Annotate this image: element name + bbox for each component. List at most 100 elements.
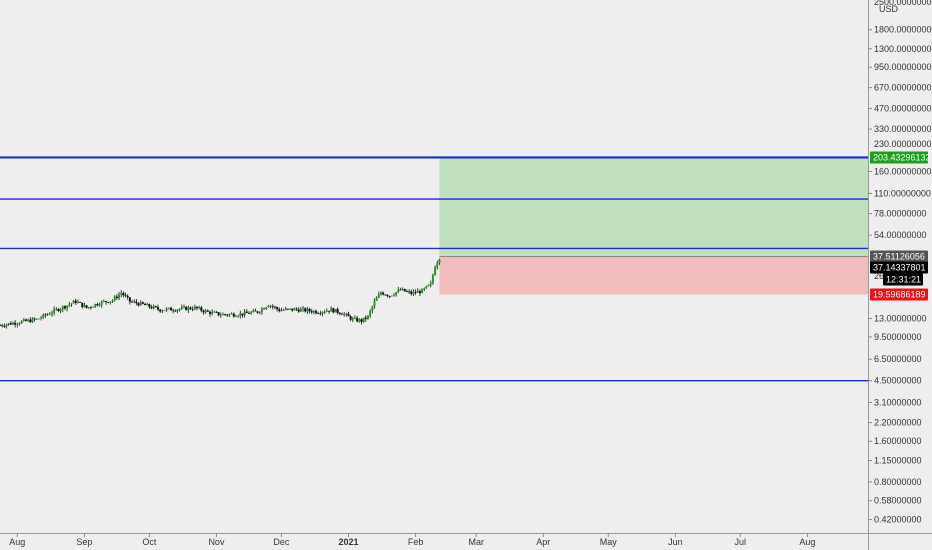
candle — [221, 312, 224, 316]
candle — [195, 306, 198, 311]
candle — [332, 307, 335, 314]
candle — [46, 313, 49, 316]
candle — [260, 307, 263, 315]
candlestick-series[interactable] — [0, 258, 441, 329]
profit-zone[interactable] — [439, 157, 868, 257]
candle — [40, 315, 43, 321]
price-tick-label: 3.10000000 — [874, 397, 922, 407]
candle — [276, 306, 279, 312]
candle — [356, 315, 359, 323]
candle — [163, 310, 166, 312]
candle — [315, 309, 318, 315]
bar-countdown-badge: 12:31:21 — [883, 273, 923, 286]
time-tick-label: 2021 — [338, 537, 358, 547]
candle — [228, 313, 231, 318]
candle — [213, 310, 216, 313]
candle — [165, 307, 168, 312]
candle — [85, 305, 88, 309]
candle — [291, 308, 294, 312]
candle — [317, 311, 320, 315]
candle — [11, 321, 14, 326]
candle — [421, 288, 424, 294]
candle — [170, 306, 173, 311]
candle — [133, 299, 136, 304]
candle — [31, 317, 34, 323]
candle — [50, 310, 53, 317]
candle — [57, 308, 60, 313]
candle — [271, 304, 274, 310]
candle — [118, 291, 121, 301]
candle — [438, 258, 441, 265]
candle — [42, 313, 45, 319]
candle — [161, 309, 164, 314]
candle — [256, 310, 259, 314]
candle — [388, 295, 391, 299]
candle — [20, 320, 23, 324]
last-price-badge: 37.14337801 — [870, 261, 928, 274]
candle — [146, 302, 149, 306]
candle — [416, 288, 419, 293]
candle — [141, 301, 144, 305]
candle — [9, 321, 12, 326]
candle — [33, 317, 36, 322]
candle — [16, 322, 19, 328]
candle — [278, 307, 281, 313]
candle — [63, 305, 66, 311]
candle — [254, 308, 257, 312]
candle — [96, 302, 99, 307]
candle — [362, 317, 365, 323]
candle — [68, 302, 71, 308]
candle — [386, 294, 389, 298]
candle — [397, 286, 400, 294]
price-tick-label-partial: 230.00000000 — [874, 139, 932, 149]
candle — [306, 306, 309, 315]
candle — [98, 302, 101, 307]
candle — [371, 305, 374, 314]
candle — [1, 323, 4, 328]
candle — [390, 295, 393, 297]
bar-countdown-badge-text: 12:31:21 — [886, 275, 921, 285]
candle — [395, 291, 398, 297]
candle — [206, 309, 209, 312]
price-tick-label: 1.15000000 — [874, 456, 922, 466]
candle — [18, 322, 21, 326]
candle — [180, 304, 183, 311]
candle — [336, 307, 339, 315]
candle — [410, 289, 413, 296]
candle — [250, 311, 253, 315]
candle — [111, 299, 114, 303]
candle — [401, 287, 404, 291]
currency-label: USD — [879, 4, 899, 14]
candle — [59, 308, 62, 314]
candle — [7, 322, 10, 326]
time-axis[interactable]: Aug Sep Oct Nov Dec 2021 Feb Mar Apr May Jun Jul Aug — [9, 533, 815, 547]
candle — [241, 313, 244, 318]
position-tool[interactable] — [439, 157, 868, 295]
time-tick-label: May — [600, 537, 618, 547]
candle — [284, 306, 287, 311]
price-tick-label: 0.80000000 — [874, 477, 922, 487]
candle — [135, 298, 138, 306]
candle — [418, 289, 421, 297]
candle — [239, 310, 242, 319]
candle — [178, 308, 181, 312]
candle — [189, 306, 192, 311]
stop-price-badge: 19.59686189 — [870, 288, 928, 301]
price-axis[interactable]: 1800.00000000 1300.00000000 950.00000000 67… — [868, 0, 932, 525]
candle — [92, 306, 95, 308]
time-tick-label: Mar — [468, 537, 484, 547]
loss-zone[interactable] — [439, 256, 868, 295]
candle — [100, 300, 103, 308]
horizontal-levels[interactable] — [0, 156, 868, 382]
candle — [87, 306, 90, 309]
candle — [425, 285, 428, 289]
candle — [107, 301, 110, 304]
candle — [89, 306, 92, 310]
time-tick-label: Oct — [142, 537, 157, 547]
price-tick-label: 1300.00000000 — [874, 44, 932, 54]
candle — [137, 302, 140, 307]
candle — [412, 289, 415, 297]
candle — [273, 305, 276, 310]
price-tick-label: 9.50000000 — [874, 332, 922, 342]
